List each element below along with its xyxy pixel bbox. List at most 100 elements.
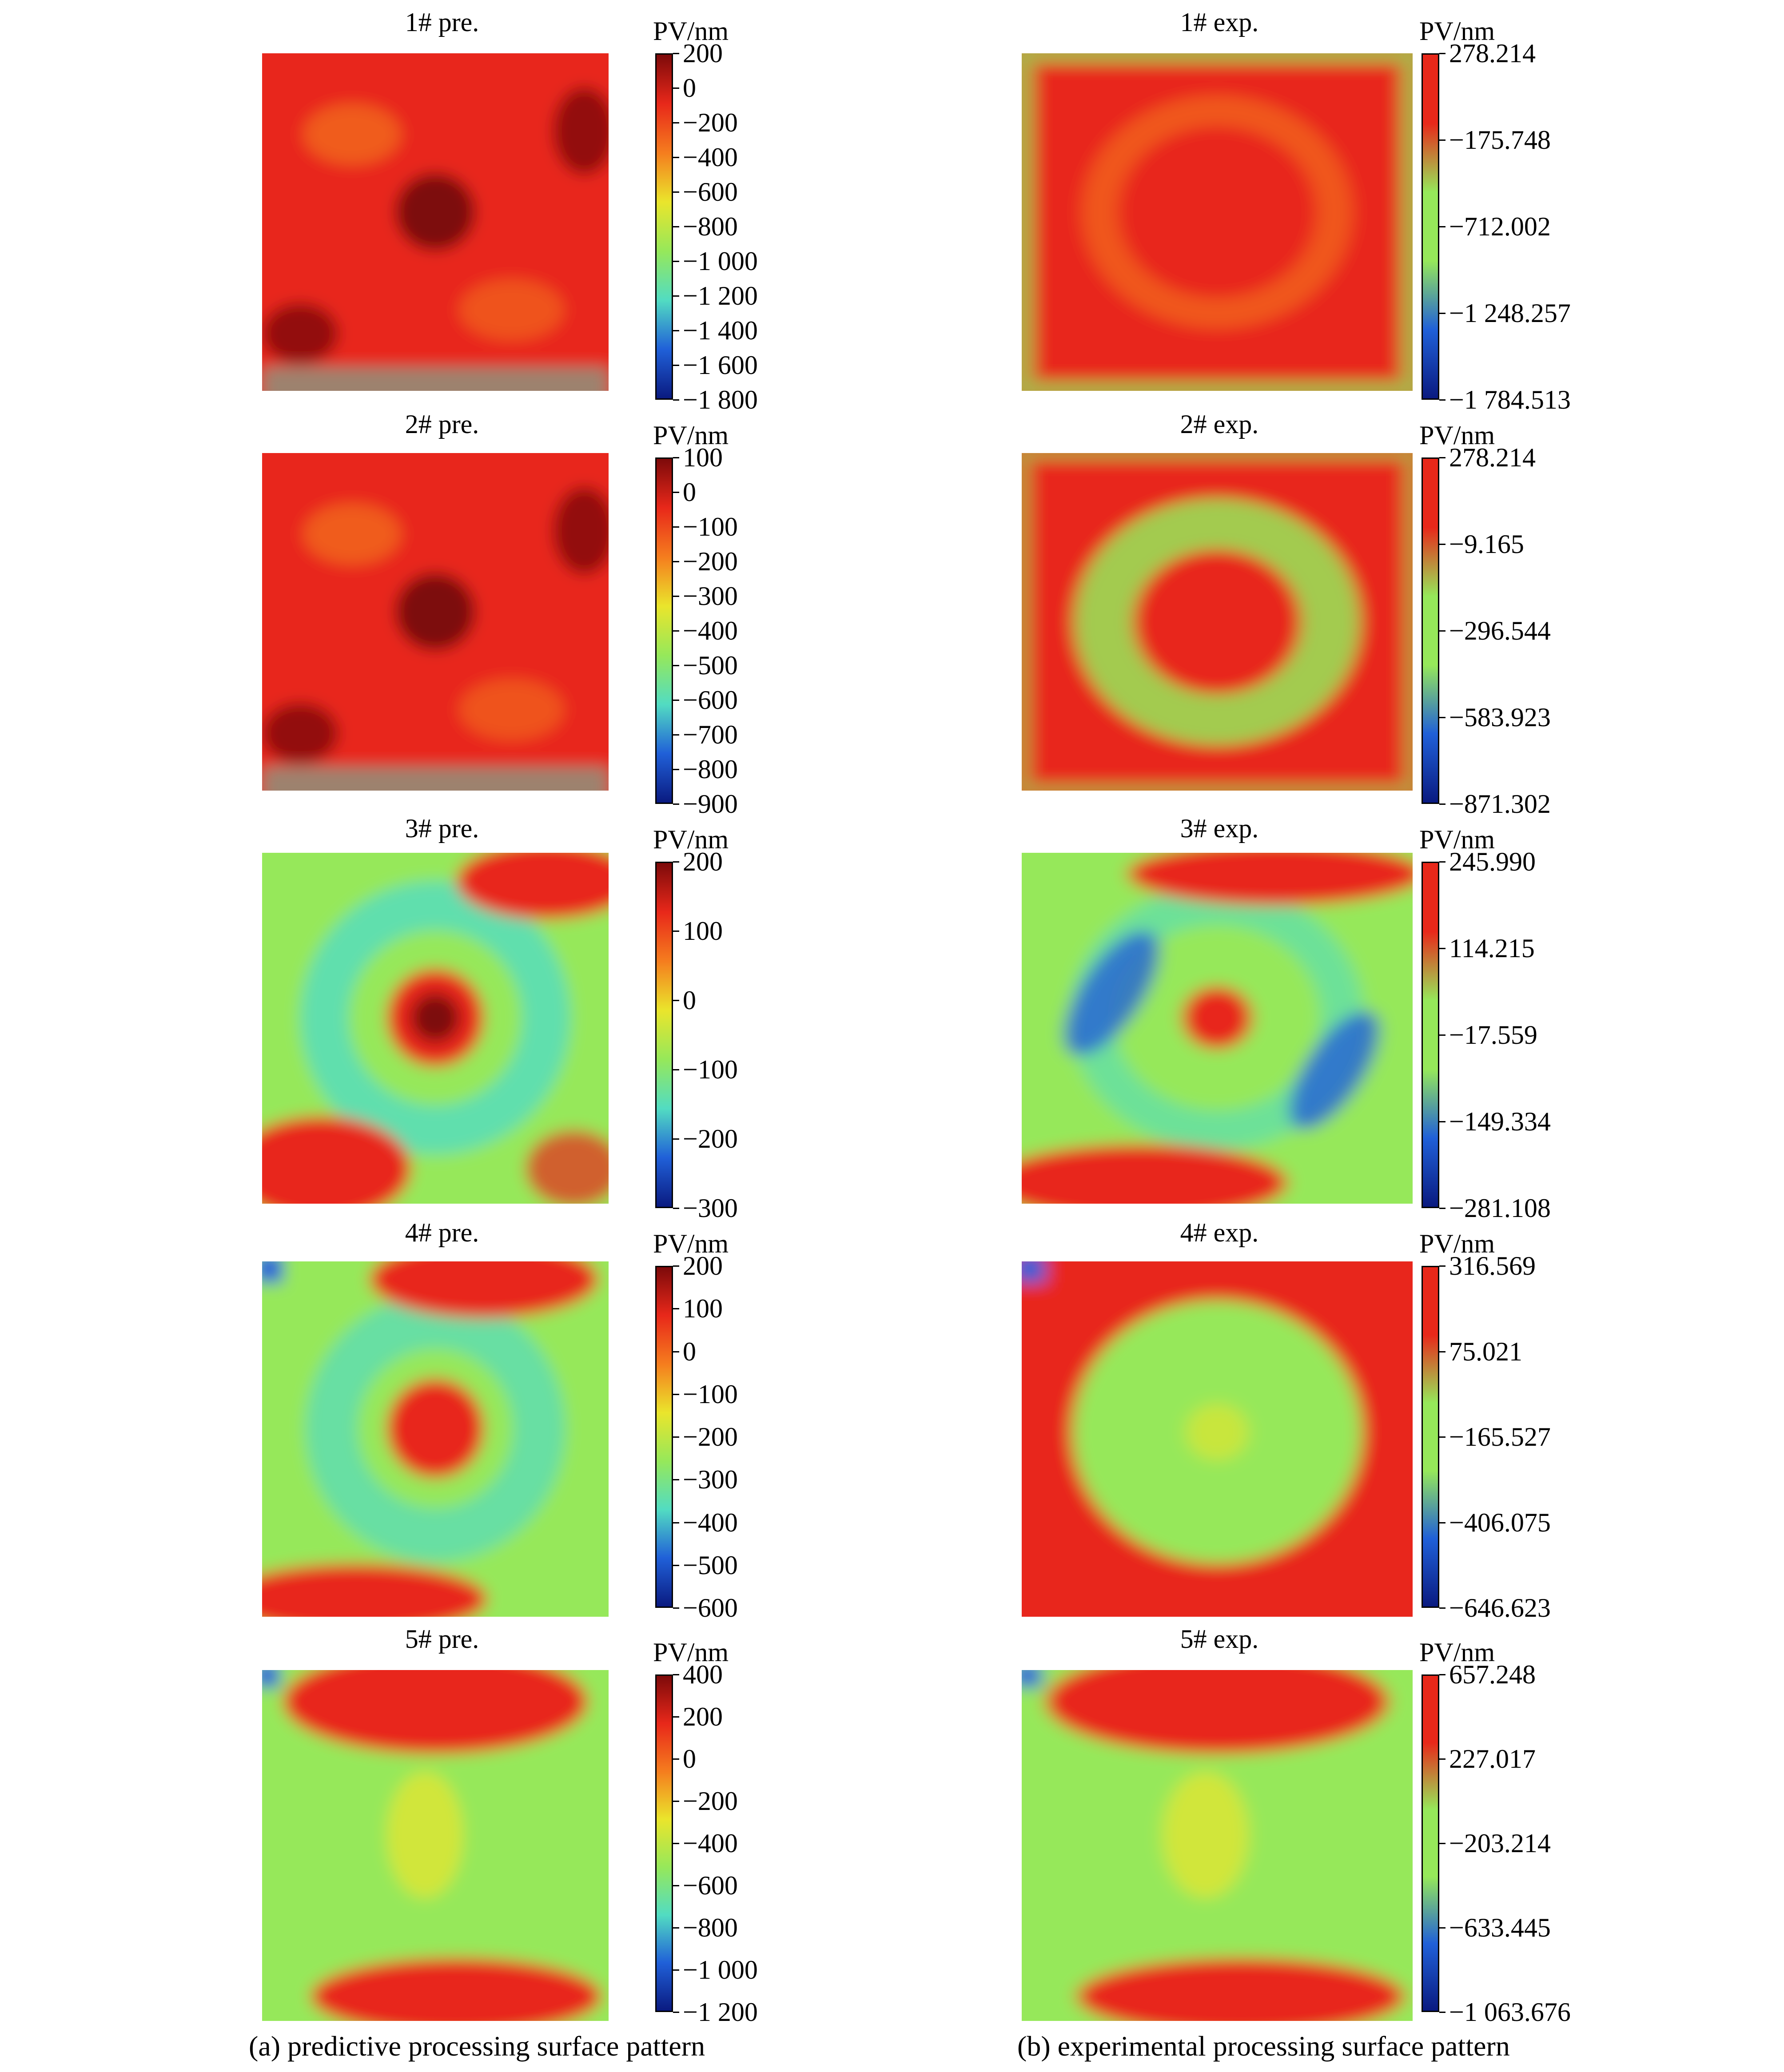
colorbar-tick-label: −600 [683,1593,738,1623]
colorbar-unit-label: PV/nm [1419,421,1495,450]
colorbar-tick-mark [1439,1265,1446,1267]
colorbar-tick-label: 200 [683,39,723,68]
colorbar-tick-mark [673,1208,679,1209]
colorbar-tick-label: 0 [683,1336,696,1366]
map-ring [300,881,571,1155]
colorbar-tick-label: −1 248.257 [1449,298,1571,328]
colorbar-tick-mark [673,492,679,493]
map-blue-patch [1064,931,1159,1056]
panel-title: 2# pre. [405,410,479,439]
colorbar-tick-mark [673,769,679,770]
colorbar-tick-mark [1439,630,1446,632]
map-corner-spot [553,487,609,575]
colorbar-tick-label: 0 [683,477,696,507]
map-ring [305,1295,565,1562]
map-center-spot [386,1379,484,1478]
colorbar-tick-label: −400 [683,1829,738,1858]
colorbar-tick-mark [673,665,679,666]
colorbar-tick-label: −200 [683,108,738,137]
map-top-band [1045,1670,1390,1754]
map-region [459,679,564,740]
colorbar-tick-mark [1439,544,1446,545]
colorbar-tick-label: −296.544 [1449,616,1551,645]
panel-title: 5# pre. [405,1624,479,1654]
colorbar-tick-label: 400 [683,1660,723,1689]
colorbar-tick-mark [673,526,679,528]
colorbar-tick-mark [673,596,679,597]
panel-title: 1# pre. [405,8,479,37]
colorbar-tick-label: 278.214 [1449,443,1536,472]
colorbar-tick-mark [673,295,679,297]
colorbar-tick-label: −100 [683,1379,738,1409]
colorbar-tick-label: −406.075 [1449,1507,1551,1537]
surface-map [1022,53,1413,391]
colorbar-tick-label: −1 000 [683,1955,758,1985]
colorbar-tick-label: −500 [683,1550,738,1580]
colorbar [655,1266,673,1608]
colorbar-tick-mark [673,734,679,736]
map-corner-patch [525,1130,609,1204]
map-ring [1074,498,1360,745]
surface-map [262,1261,609,1617]
colorbar-tick-label: 100 [683,916,723,946]
map-center-spot [386,1772,463,1898]
colorbar-tick-mark [673,1393,679,1395]
colorbar-tick-label: 0 [683,986,696,1015]
colorbar-tick-label: −149.334 [1449,1107,1551,1136]
map-corner-spot [262,303,338,364]
colorbar-tick-label: 278.214 [1449,39,1536,68]
colorbar-tick-label: −600 [683,177,738,207]
map-center-spot [1182,986,1253,1050]
colorbar-tick-label: −300 [683,581,738,611]
colorbar-tick-mark [673,1000,679,1001]
colorbar-tick-mark [1439,1758,1446,1760]
colorbar-tick-label: 114.215 [1449,934,1535,963]
colorbar-tick-mark [1439,399,1446,401]
colorbar-tick-mark [1439,1607,1446,1609]
surface-map [262,453,609,791]
colorbar-tick-mark [673,931,679,932]
panel-title: 3# exp. [1180,814,1259,843]
colorbar [1422,862,1439,1208]
map-ring [1082,95,1352,329]
colorbar-tick-mark [1439,861,1446,863]
colorbar-tick-label: −1 000 [683,247,758,276]
colorbar-tick-label: −300 [683,1193,738,1223]
colorbar-tick-mark [1439,1208,1446,1209]
colorbar-tick-label: −1 800 [683,385,758,414]
colorbar-tick-mark [673,191,679,193]
colorbar-tick-label: 200 [683,1702,723,1731]
colorbar-tick-mark [673,2012,679,2013]
map-corner [262,1261,283,1283]
colorbar-tick-mark [673,399,679,401]
map-corner-spot [262,703,338,764]
colorbar-tick-mark [673,1308,679,1310]
colorbar-tick-label: −165.527 [1449,1422,1551,1452]
colorbar-tick-mark [673,1138,679,1140]
colorbar-tick-label: −200 [683,547,738,576]
colorbar-tick-label: −800 [683,1913,738,1942]
map-bottom-band [262,1563,487,1617]
colorbar-unit-label: PV/nm [653,1638,729,1667]
colorbar-tick-mark [673,1801,679,1802]
colorbar-tick-label: 0 [683,73,696,103]
colorbar-tick-mark [1439,717,1446,718]
colorbar-tick-label: −1 600 [683,350,758,380]
colorbar-tick-label: −400 [683,143,738,172]
panel-title: 4# exp. [1180,1218,1259,1247]
colorbar-tick-mark [1439,1351,1446,1352]
colorbar-tick-mark [1439,139,1446,141]
panel-title: 1# exp. [1180,8,1259,37]
colorbar-tick-mark [1439,1522,1446,1523]
map-center-spot [395,573,475,651]
colorbar-tick-mark [673,1716,679,1718]
surface-map [262,853,609,1204]
colorbar-tick-label: −900 [683,789,738,819]
colorbar-unit-label: PV/nm [653,825,729,854]
colorbar-tick-label: −200 [683,1786,738,1816]
colorbar-tick-mark [673,1607,679,1609]
colorbar-tick-mark [1439,803,1446,805]
colorbar [655,862,673,1208]
colorbar-tick-mark [673,1479,679,1481]
colorbar-tick-mark [673,87,679,89]
